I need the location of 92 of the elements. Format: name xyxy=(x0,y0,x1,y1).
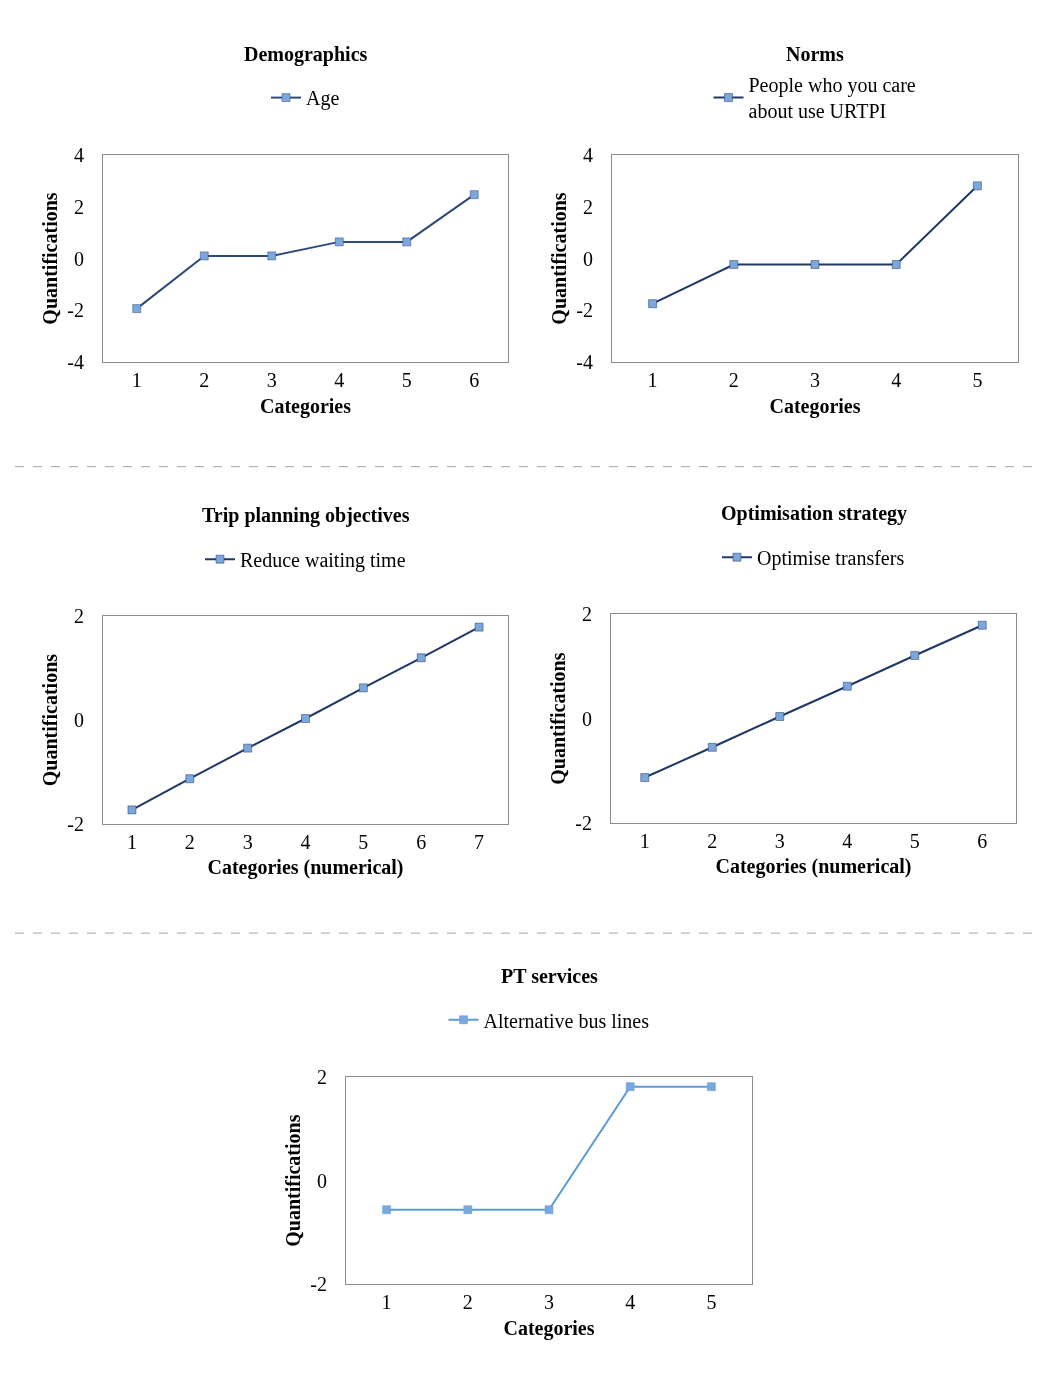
x-tick-label: 3 xyxy=(266,369,277,392)
point xyxy=(301,714,310,723)
point xyxy=(843,682,852,691)
point xyxy=(132,304,141,313)
y-axis-title: Quantifications xyxy=(547,192,570,325)
x-tick-label: 1 xyxy=(639,829,650,852)
x-tick-label: 3 xyxy=(774,829,785,852)
y-axis-title: Quantifications xyxy=(38,192,61,325)
point xyxy=(243,743,252,753)
x-tick-label: 4 xyxy=(891,369,902,392)
chart-title: Demographics xyxy=(244,43,368,66)
x-tick-label: 4 xyxy=(625,1291,636,1314)
point xyxy=(185,774,195,783)
y-tick-label: 4 xyxy=(74,143,84,166)
point xyxy=(127,805,137,815)
x-tick-label: 3 xyxy=(242,830,253,853)
x-tick-label: 5 xyxy=(972,369,983,392)
legend-label: Alternative bus lines xyxy=(483,1009,650,1032)
y-tick-label: -2 xyxy=(576,299,593,322)
x-tick-label: 1 xyxy=(381,1291,392,1314)
x-tick-label: 5 xyxy=(909,829,920,852)
point xyxy=(359,683,368,693)
y-tick-label: 0 xyxy=(74,709,84,732)
x-tick-label: 2 xyxy=(707,829,718,852)
y-tick-label: 0 xyxy=(74,247,84,270)
x-tick-label: 5 xyxy=(358,830,369,853)
legend-label: Age xyxy=(306,87,340,111)
y-tick-label: 2 xyxy=(74,605,84,628)
point xyxy=(973,181,982,191)
legend-label: Optimise transfers xyxy=(757,547,905,570)
point xyxy=(335,237,344,247)
point xyxy=(200,251,209,261)
y-tick-label: -2 xyxy=(310,1273,327,1296)
x-tick-label: 2 xyxy=(728,369,739,392)
point xyxy=(978,620,987,630)
x-tick-label: 2 xyxy=(199,369,210,392)
y-tick-label: 0 xyxy=(582,707,592,730)
point xyxy=(640,773,649,782)
x-tick-label: 1 xyxy=(131,369,142,392)
x-tick-label: 7 xyxy=(474,830,485,853)
y-tick-label: -2 xyxy=(67,299,84,322)
point xyxy=(910,651,919,660)
point xyxy=(708,743,717,752)
y-tick-label: 2 xyxy=(583,195,593,218)
x-tick-label: 5 xyxy=(401,369,412,392)
x-tick-label: 6 xyxy=(416,830,427,853)
y-axis-title: Quantifications xyxy=(546,652,569,785)
y-tick-label: 4 xyxy=(583,143,593,166)
x-tick-label: 6 xyxy=(977,829,988,852)
chart-title: Norms xyxy=(786,43,844,65)
y-axis-title: Quantifications xyxy=(281,1114,304,1247)
x-tick-label: 2 xyxy=(462,1291,473,1314)
legend-label: People who you care about use URTPI xyxy=(748,74,916,123)
point xyxy=(474,622,484,632)
point xyxy=(267,251,276,261)
x-axis-title: Categories xyxy=(769,394,861,418)
point xyxy=(402,237,411,247)
x-tick-label: 5 xyxy=(706,1291,717,1314)
y-tick-label: 2 xyxy=(74,195,84,218)
x-tick-label: 4 xyxy=(300,830,311,853)
x-axis-title: Categories xyxy=(503,1316,595,1340)
y-tick-label: 2 xyxy=(317,1065,327,1088)
point xyxy=(729,260,739,269)
y-axis-title: Quantifications xyxy=(38,653,61,787)
x-axis-title: Categories (numerical) xyxy=(207,856,404,880)
x-axis-title: Categories xyxy=(259,394,352,418)
point xyxy=(416,653,426,663)
x-tick-label: 3 xyxy=(810,369,820,392)
chart-title: Optimisation strategy xyxy=(721,502,908,525)
chart-title: Trip planning objectives xyxy=(202,504,410,527)
y-tick-label: -2 xyxy=(575,811,592,834)
x-tick-label: 1 xyxy=(647,369,658,392)
x-tick-label: 6 xyxy=(469,369,480,392)
x-tick-label: 2 xyxy=(184,830,195,853)
chart-title: PT services xyxy=(501,965,599,987)
y-tick-label: 0 xyxy=(583,247,593,270)
y-tick-label: -2 xyxy=(67,812,84,835)
x-tick-label: 4 xyxy=(842,829,853,852)
x-tick-label: 3 xyxy=(544,1291,554,1314)
y-tick-label: -4 xyxy=(67,351,84,374)
legend-label: Reduce waiting time xyxy=(240,548,406,572)
x-tick-label: 1 xyxy=(126,830,137,853)
x-tick-label: 4 xyxy=(334,369,345,392)
point xyxy=(810,260,820,269)
point xyxy=(470,190,479,199)
y-tick-label: 2 xyxy=(582,603,592,626)
x-axis-title: Categories (numerical) xyxy=(715,855,912,879)
point xyxy=(775,712,784,721)
point xyxy=(648,299,657,308)
y-tick-label: 0 xyxy=(317,1169,327,1192)
y-tick-label: -4 xyxy=(576,351,593,374)
point xyxy=(891,260,901,269)
